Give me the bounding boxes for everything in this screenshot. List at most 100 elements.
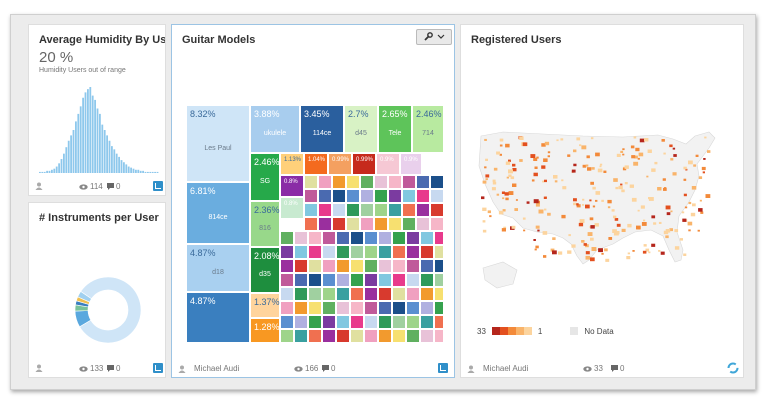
treemap-small-cell[interactable]: [336, 245, 350, 259]
treemap-small-cell[interactable]: [332, 175, 346, 189]
treemap-small-cell[interactable]: [364, 315, 378, 329]
treemap-small-cell[interactable]: [434, 245, 444, 259]
treemap-small-cell[interactable]: [350, 301, 364, 315]
treemap-small-cell[interactable]: [406, 301, 420, 315]
treemap-small-cell[interactable]: [364, 231, 378, 245]
treemap-small-cell[interactable]: [434, 273, 444, 287]
treemap-small-cell[interactable]: [420, 329, 434, 343]
treemap-small-cell[interactable]: [322, 315, 336, 329]
treemap-small-cell[interactable]: [350, 259, 364, 273]
treemap-small-cell[interactable]: [346, 217, 360, 231]
treemap-small-cell[interactable]: [360, 175, 374, 189]
treemap-small-cell[interactable]: [346, 189, 360, 203]
treemap-small-cell[interactable]: [360, 203, 374, 217]
treemap-small-cell[interactable]: [378, 245, 392, 259]
treemap-small-cell[interactable]: [336, 301, 350, 315]
treemap-small-cell[interactable]: [388, 203, 402, 217]
treemap-cell[interactable]: 0.8%: [280, 197, 304, 219]
treemap-cell[interactable]: 4.87%: [186, 292, 250, 343]
treemap-cell[interactable]: 2.08% d35: [250, 247, 280, 293]
treemap-small-cell[interactable]: [332, 217, 346, 231]
treemap-small-cell[interactable]: [332, 203, 346, 217]
treemap-small-cell[interactable]: [294, 287, 308, 301]
treemap-small-cell[interactable]: [388, 189, 402, 203]
treemap-small-cell[interactable]: [294, 315, 308, 329]
treemap-small-cell[interactable]: [402, 217, 416, 231]
treemap-small-cell[interactable]: [336, 315, 350, 329]
treemap-cell[interactable]: 1.37%: [250, 293, 280, 318]
treemap-small-cell[interactable]: [350, 245, 364, 259]
treemap-small-cell[interactable]: [406, 287, 420, 301]
treemap-small-cell[interactable]: [402, 175, 416, 189]
treemap-small-cell[interactable]: [392, 287, 406, 301]
treemap-small-cell[interactable]: [308, 301, 322, 315]
treemap-cell[interactable]: 8.32% Les Paul: [186, 105, 250, 182]
treemap-small-cell[interactable]: [360, 217, 374, 231]
treemap-small-cell[interactable]: [318, 189, 332, 203]
treemap-small-cell[interactable]: [406, 315, 420, 329]
treemap-small-cell[interactable]: [360, 189, 374, 203]
treemap-small-cell[interactable]: [378, 287, 392, 301]
treemap-small-cell[interactable]: [420, 287, 434, 301]
treemap-small-cell[interactable]: [378, 301, 392, 315]
treemap-cell[interactable]: 2.7% d45: [344, 105, 378, 153]
treemap-small-cell[interactable]: [294, 273, 308, 287]
treemap-cell[interactable]: 1.04%: [304, 153, 328, 175]
treemap-small-cell[interactable]: [308, 245, 322, 259]
treemap-small-cell[interactable]: [346, 203, 360, 217]
treemap-small-cell[interactable]: [392, 245, 406, 259]
card-menu-button[interactable]: [416, 29, 452, 45]
treemap-small-cell[interactable]: [416, 217, 430, 231]
treemap-small-cell[interactable]: [318, 175, 332, 189]
treemap-small-cell[interactable]: [406, 245, 420, 259]
treemap-small-cell[interactable]: [294, 259, 308, 273]
treemap-small-cell[interactable]: [434, 329, 444, 343]
treemap-small-cell[interactable]: [420, 301, 434, 315]
treemap-small-cell[interactable]: [420, 259, 434, 273]
treemap-small-cell[interactable]: [280, 259, 294, 273]
treemap-small-cell[interactable]: [378, 329, 392, 343]
treemap-small-cell[interactable]: [374, 175, 388, 189]
share-button[interactable]: [153, 181, 163, 191]
treemap-small-cell[interactable]: [378, 231, 392, 245]
treemap-small-cell[interactable]: [434, 315, 444, 329]
treemap-small-cell[interactable]: [346, 175, 360, 189]
treemap-small-cell[interactable]: [318, 217, 332, 231]
treemap-small-cell[interactable]: [336, 287, 350, 301]
treemap-small-cell[interactable]: [280, 329, 294, 343]
treemap-small-cell[interactable]: [280, 245, 294, 259]
treemap-small-cell[interactable]: [322, 231, 336, 245]
treemap-small-cell[interactable]: [304, 217, 318, 231]
treemap-small-cell[interactable]: [402, 189, 416, 203]
treemap-small-cell[interactable]: [406, 231, 420, 245]
treemap-cell[interactable]: 0.9%: [376, 153, 400, 175]
treemap-small-cell[interactable]: [336, 231, 350, 245]
treemap-small-cell[interactable]: [364, 259, 378, 273]
treemap-small-cell[interactable]: [336, 329, 350, 343]
refresh-icon[interactable]: [727, 362, 739, 376]
treemap-small-cell[interactable]: [280, 287, 294, 301]
treemap-small-cell[interactable]: [430, 175, 444, 189]
treemap-small-cell[interactable]: [364, 273, 378, 287]
treemap-small-cell[interactable]: [402, 203, 416, 217]
treemap-small-cell[interactable]: [364, 245, 378, 259]
treemap-small-cell[interactable]: [392, 301, 406, 315]
treemap-small-cell[interactable]: [308, 259, 322, 273]
treemap-small-cell[interactable]: [350, 329, 364, 343]
treemap-cell[interactable]: 1.28%: [250, 318, 280, 343]
share-button[interactable]: [153, 363, 163, 373]
treemap-small-cell[interactable]: [308, 315, 322, 329]
treemap-small-cell[interactable]: [406, 329, 420, 343]
treemap-small-cell[interactable]: [374, 203, 388, 217]
treemap-small-cell[interactable]: [416, 189, 430, 203]
treemap-cell[interactable]: 0.8%: [280, 175, 304, 197]
treemap-cell[interactable]: 0.99%: [328, 153, 352, 175]
treemap-small-cell[interactable]: [350, 273, 364, 287]
treemap-small-cell[interactable]: [416, 203, 430, 217]
treemap-cell[interactable]: 2.46% 714: [412, 105, 444, 153]
treemap-small-cell[interactable]: [304, 203, 318, 217]
treemap-small-cell[interactable]: [280, 231, 294, 245]
treemap-small-cell[interactable]: [332, 189, 346, 203]
treemap-small-cell[interactable]: [304, 175, 318, 189]
treemap-small-cell[interactable]: [430, 203, 444, 217]
